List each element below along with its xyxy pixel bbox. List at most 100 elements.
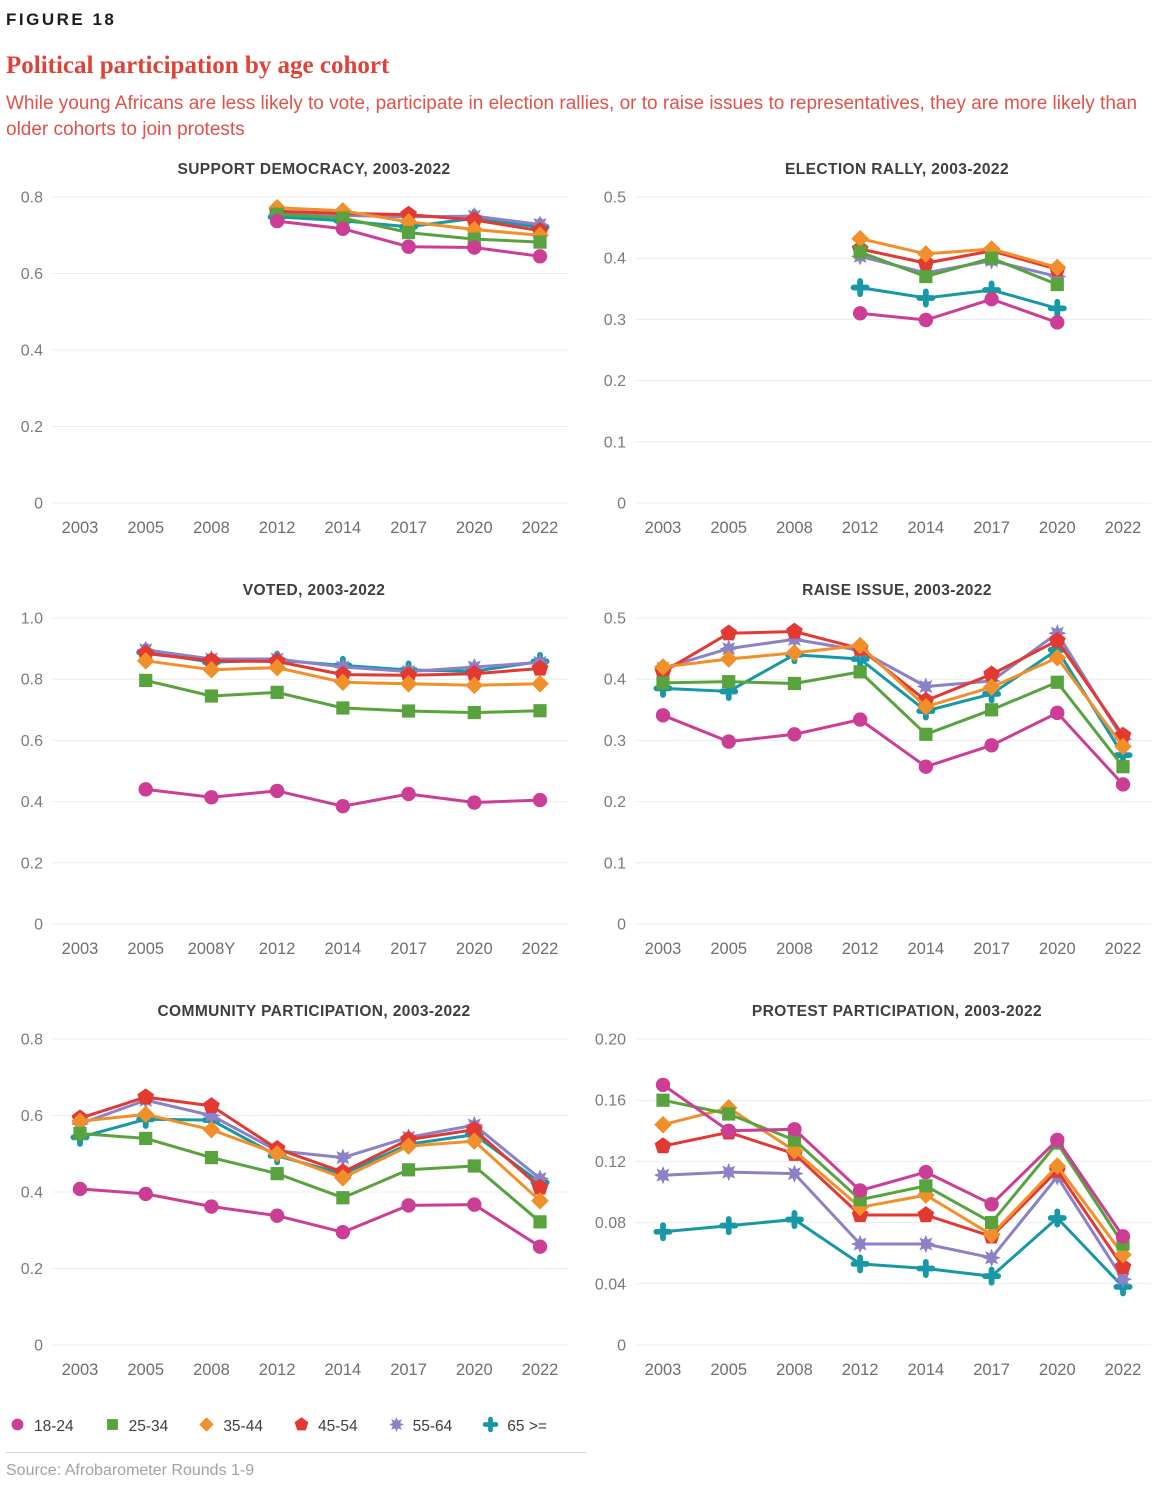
age-25-34-square-icon (103, 1415, 122, 1439)
svg-text:0.20: 0.20 (595, 1032, 626, 1049)
svg-text:0.6: 0.6 (21, 733, 43, 750)
svg-text:0.12: 0.12 (595, 1154, 626, 1171)
age-35-44-diamond-icon (197, 1415, 216, 1439)
svg-text:0.3: 0.3 (604, 312, 626, 329)
legend-marker-svg (388, 1416, 404, 1433)
svg-text:2022: 2022 (522, 940, 559, 958)
chart-title-election-rally: ELECTION RALLY, 2003-2022 (785, 161, 1009, 178)
age-45-54-pentagon-icon (292, 1415, 311, 1439)
svg-text:2020: 2020 (1039, 940, 1076, 958)
chart-title-raise-issue: RAISE ISSUE, 2003-2022 (802, 582, 992, 599)
svg-text:2008: 2008 (776, 1361, 813, 1379)
chart-title-protest-participation: PROTEST PARTICIPATION, 2003-2022 (751, 1003, 1043, 1020)
svg-text:0.4: 0.4 (604, 251, 626, 268)
svg-text:2005: 2005 (710, 1361, 747, 1379)
svg-text:2003: 2003 (62, 1361, 99, 1379)
legend: 18-24 25-34 35-44 45-54 55-64 65 >= (8, 1416, 1159, 1438)
legend-marker-svg (106, 1419, 118, 1430)
chart-protest-participation: PROTEST PARTICIPATION, 2003-2022 0 0.04 0.… (589, 1003, 1165, 1390)
age-55-64-star-icon (387, 1415, 406, 1439)
svg-text:2012: 2012 (259, 1361, 296, 1379)
legend-marker-svg (294, 1417, 309, 1431)
svg-text:2017: 2017 (390, 940, 427, 958)
svg-text:0.4: 0.4 (21, 794, 43, 811)
svg-text:0.3: 0.3 (604, 733, 626, 750)
svg-text:2008Y: 2008Y (188, 940, 236, 958)
svg-text:0.8: 0.8 (21, 190, 43, 207)
svg-text:2020: 2020 (1039, 1361, 1076, 1379)
svg-text:0: 0 (617, 917, 626, 934)
svg-text:2005: 2005 (710, 940, 747, 958)
legend-label: 65 >= (507, 1418, 547, 1435)
svg-text:2005: 2005 (127, 940, 164, 958)
svg-text:0.5: 0.5 (604, 611, 626, 628)
svg-text:0: 0 (34, 1338, 43, 1355)
svg-text:2017: 2017 (973, 940, 1010, 958)
legend-label: 55-64 (412, 1418, 453, 1435)
svg-text:2022: 2022 (1105, 1361, 1142, 1379)
svg-text:2020: 2020 (456, 519, 493, 537)
community-participation-chart-canvas: 0 0.2 0.4 0.6 0.8 2003 2005 2008 2012 2014 2017 202… (21, 1032, 568, 1379)
charts-grid: SUPPORT DEMOCRACY, 2003-2022 0 0.2 0.4 0.6 0… (6, 161, 1159, 1390)
figure-label: FIGURE 18 (6, 10, 117, 29)
svg-text:2020: 2020 (456, 1361, 493, 1379)
chart-title-community-participation: COMMUNITY PARTICIPATION, 2003-2022 (157, 1003, 471, 1020)
svg-text:2008: 2008 (776, 940, 813, 958)
svg-text:0: 0 (34, 917, 43, 934)
figure-title: Political participation by age cohort (6, 52, 390, 79)
svg-text:2008: 2008 (193, 1361, 230, 1379)
legend-marker-svg (482, 1416, 499, 1433)
chart-support-democracy: SUPPORT DEMOCRACY, 2003-2022 0 0.2 0.4 0.6 0… (6, 161, 588, 548)
svg-text:0.08: 0.08 (595, 1215, 626, 1232)
svg-text:0.2: 0.2 (21, 855, 43, 872)
svg-text:2005: 2005 (127, 1361, 164, 1379)
figure-subtitle: While young Africans are less likely to … (6, 93, 1138, 140)
svg-text:0.5: 0.5 (604, 190, 626, 207)
svg-text:2003: 2003 (62, 940, 99, 958)
svg-text:0: 0 (617, 496, 626, 513)
svg-text:2003: 2003 (645, 519, 682, 537)
svg-text:1.0: 1.0 (21, 611, 43, 628)
svg-text:0.6: 0.6 (21, 266, 43, 283)
age-18-24-circle-icon (8, 1415, 27, 1439)
svg-text:0.1: 0.1 (604, 855, 626, 872)
chart-title-support-democracy: SUPPORT DEMOCRACY, 2003-2022 (177, 161, 451, 178)
legend-item-65-plus: 65 >= (481, 1415, 547, 1439)
svg-text:0.4: 0.4 (21, 343, 43, 360)
election-rally-chart-canvas: 0 0.1 0.2 0.3 0.4 0.5 2003 2005 2008 2012 2014 2017… (604, 190, 1151, 537)
svg-text:2020: 2020 (456, 940, 493, 958)
svg-text:2003: 2003 (645, 940, 682, 958)
legend-item-35-44: 35-44 (197, 1415, 263, 1439)
svg-text:0: 0 (617, 1338, 626, 1355)
source-divider: Source: Afrobarometer Rounds 1-9 (6, 1452, 586, 1480)
svg-text:2003: 2003 (62, 519, 99, 537)
svg-text:2014: 2014 (324, 1361, 361, 1379)
svg-text:2012: 2012 (259, 519, 296, 537)
svg-text:2022: 2022 (522, 519, 559, 537)
svg-text:2017: 2017 (973, 519, 1010, 537)
source-text: Source: Afrobarometer Rounds 1-9 (6, 1462, 255, 1479)
svg-text:2014: 2014 (907, 519, 944, 537)
legend-label: 45-54 (317, 1418, 358, 1435)
svg-text:2022: 2022 (522, 1361, 559, 1379)
svg-text:2014: 2014 (907, 940, 944, 958)
protest-participation-chart-canvas: 0 0.04 0.08 0.12 0.16 0.20 2003 2005 2008 2012 201… (595, 1032, 1151, 1379)
svg-text:2008: 2008 (193, 519, 230, 537)
legend-item-25-34: 25-34 (103, 1415, 169, 1439)
chart-election-rally: ELECTION RALLY, 2003-2022 0 0.1 0.2 0.3 0.4 0… (589, 161, 1165, 548)
chart-raise-issue: RAISE ISSUE, 2003-2022 0 0.1 0.2 0.3 0.4 0.5 2… (589, 582, 1165, 969)
svg-text:0.2: 0.2 (604, 794, 626, 811)
svg-text:2017: 2017 (973, 1361, 1010, 1379)
svg-text:0.4: 0.4 (21, 1185, 43, 1202)
support-democracy-chart-canvas: 0 0.2 0.4 0.6 0.8 2003 2005 2008 2012 2014 2017 202… (21, 190, 568, 537)
svg-text:2017: 2017 (390, 519, 427, 537)
svg-text:0.8: 0.8 (21, 1032, 43, 1049)
svg-text:0.2: 0.2 (21, 1261, 43, 1278)
svg-text:2003: 2003 (645, 1361, 682, 1379)
legend-label: 25-34 (128, 1418, 169, 1435)
svg-text:2012: 2012 (842, 1361, 879, 1379)
svg-text:2005: 2005 (710, 519, 747, 537)
legend-label: 18-24 (34, 1418, 74, 1435)
svg-text:2022: 2022 (1105, 519, 1142, 537)
svg-text:0.8: 0.8 (21, 672, 43, 689)
